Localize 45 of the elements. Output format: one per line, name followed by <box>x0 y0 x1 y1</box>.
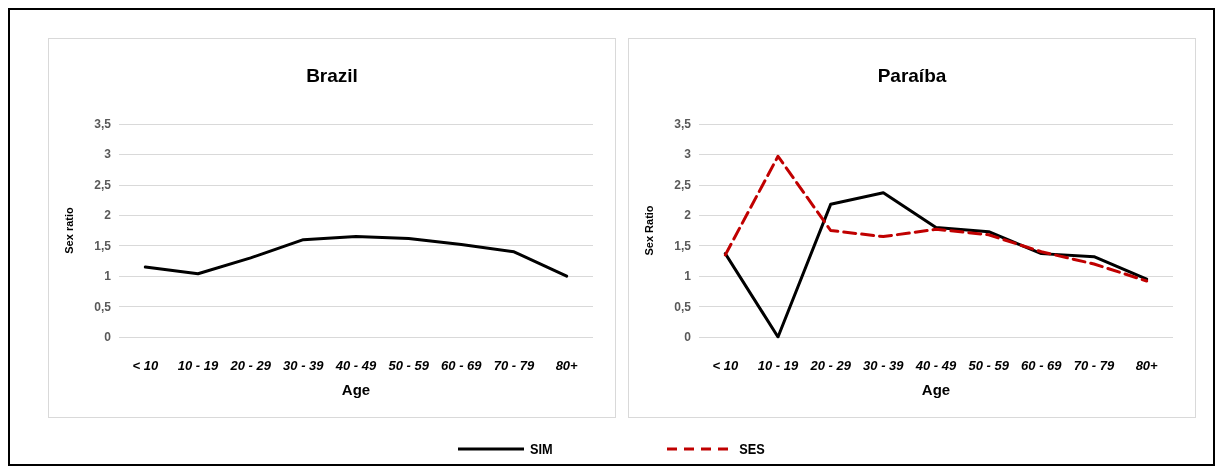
x-tick-label: 50 - 59 <box>388 358 430 373</box>
x-tick-label: 30 - 39 <box>863 358 905 373</box>
y-tick-label: 1,5 <box>94 238 112 253</box>
y-tick-label: 2,5 <box>94 177 112 192</box>
y-tick-label: 1 <box>104 269 112 284</box>
line-series <box>723 154 1149 283</box>
y-tick-label: 0,5 <box>94 299 112 314</box>
y-tick-label: 1 <box>684 269 692 284</box>
x-tick-label: 80+ <box>555 358 579 373</box>
legend-label: SES <box>739 440 765 457</box>
x-tick-label: 30 - 39 <box>283 358 325 373</box>
y-tick-label: 1,5 <box>674 238 692 253</box>
y-tick-label: 3 <box>684 147 692 162</box>
line-series <box>723 191 1149 339</box>
x-tick-label: 50 - 59 <box>968 358 1010 373</box>
y-axis-title: Sex Ratio <box>642 205 655 256</box>
x-tick-label: 80+ <box>1135 358 1159 373</box>
x-tick-label: < 10 <box>132 358 159 373</box>
x-tick-label: 60 - 69 <box>441 358 483 373</box>
y-tick-label: 2 <box>684 208 692 223</box>
x-tick-label: 60 - 69 <box>1021 358 1063 373</box>
y-tick-label: 3 <box>104 147 112 162</box>
chart-title: Brazil <box>306 65 358 86</box>
y-axis-title: Sex ratio <box>62 206 75 254</box>
y-tick-label: 3,5 <box>674 117 692 131</box>
legend-label: SIM <box>530 440 553 457</box>
line-series <box>143 235 569 278</box>
y-tick-label: 2,5 <box>674 177 692 192</box>
x-tick-label: 10 - 19 <box>177 358 219 373</box>
x-tick-label: 70 - 79 <box>1073 358 1115 373</box>
x-tick-label: 70 - 79 <box>493 358 535 373</box>
x-axis-title: Age <box>921 381 951 398</box>
x-tick-label: 40 - 49 <box>914 358 957 373</box>
x-tick-label: 10 - 19 <box>757 358 799 373</box>
y-tick-label: 0 <box>684 330 692 344</box>
x-axis-title: Age <box>341 381 371 398</box>
y-tick-label: 0 <box>104 330 112 344</box>
y-tick-label: 3,5 <box>94 117 112 131</box>
x-tick-label: < 10 <box>712 358 739 373</box>
y-tick-label: 2 <box>104 208 112 223</box>
x-tick-label: 40 - 49 <box>334 358 377 373</box>
x-tick-label: 20 - 29 <box>229 358 272 373</box>
x-tick-label: 20 - 29 <box>809 358 852 373</box>
y-tick-label: 0,5 <box>674 299 692 314</box>
chart-title: Paraíba <box>877 65 947 86</box>
